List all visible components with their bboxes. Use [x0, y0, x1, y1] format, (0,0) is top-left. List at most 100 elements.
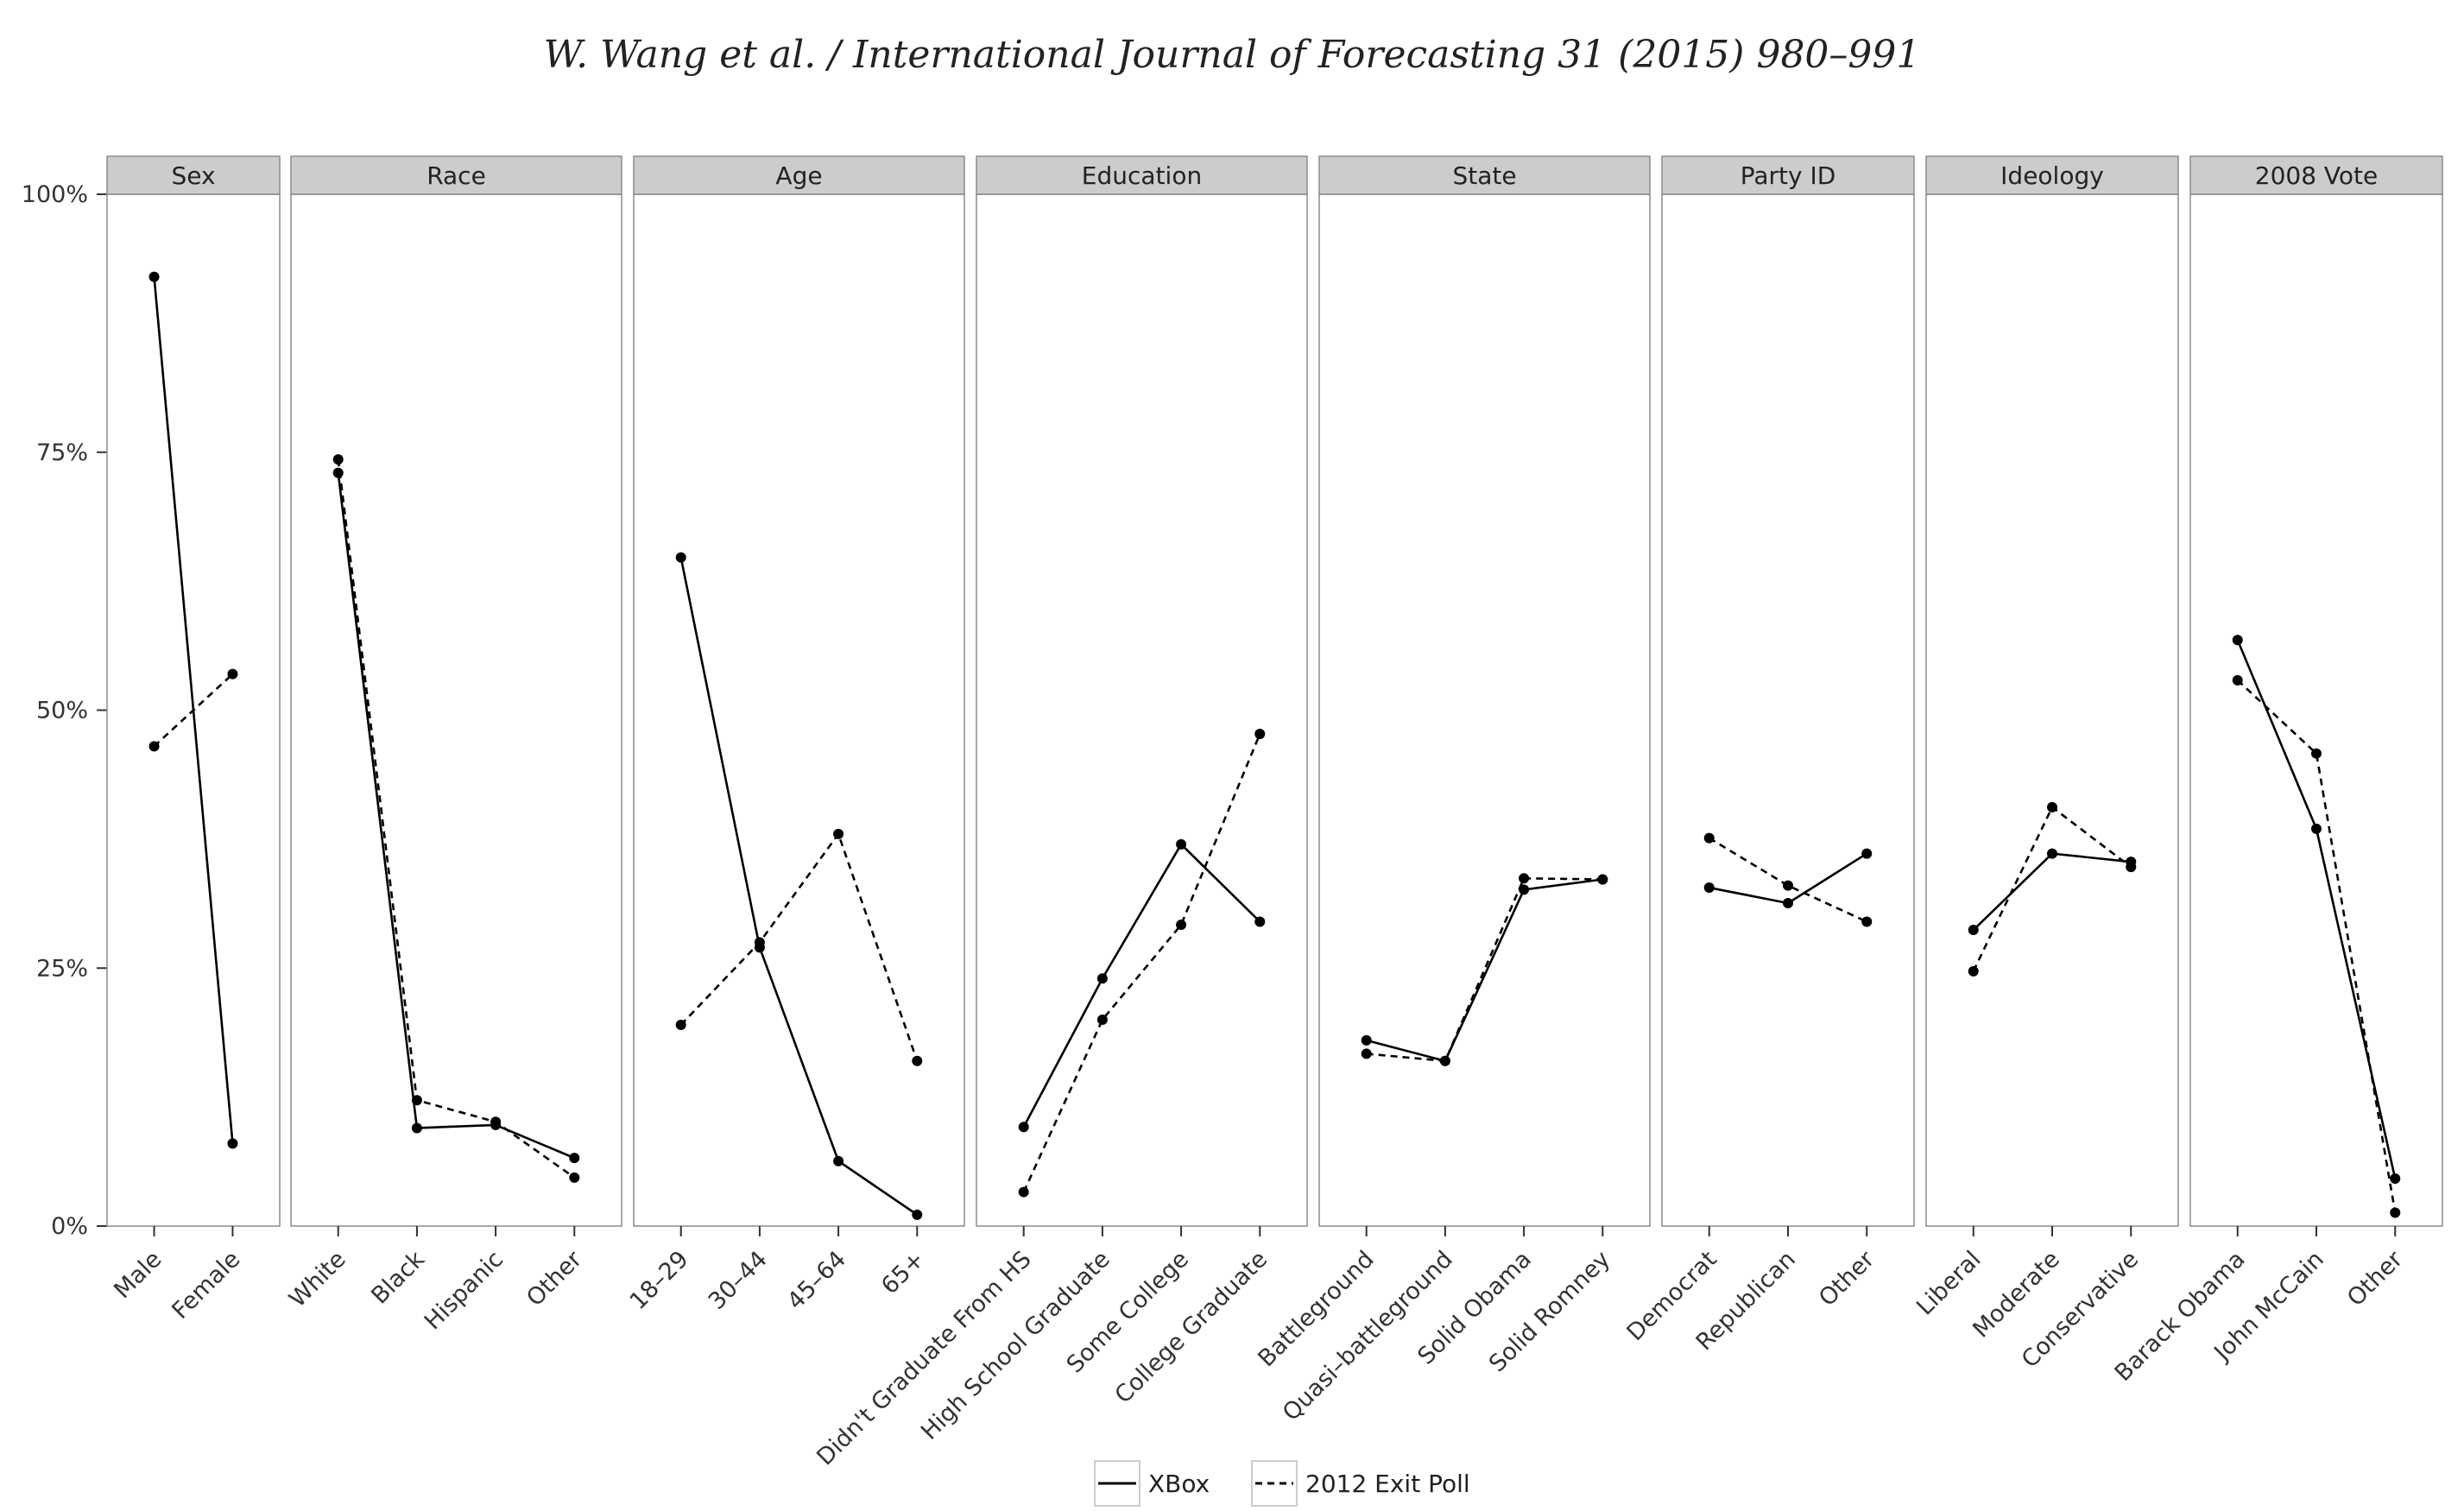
data-point-exit-poll: [1361, 1048, 1372, 1059]
panel-age: Age 18–29 30–44 45–64 65+: [625, 155, 965, 1315]
page-header: W. Wang et al. / International Journal o…: [543, 33, 1921, 77]
series-line-xbox: [153, 276, 234, 1144]
data-point-xbox: [569, 1153, 580, 1164]
series-line-exit-poll: [679, 831, 919, 1062]
x-tick-label: Other: [1814, 1245, 1880, 1312]
data-point-xbox: [1703, 882, 1715, 894]
data-point-exit-poll: [332, 454, 344, 465]
panel-strip: [1318, 155, 1651, 195]
panel-state: StateBattlegroundQuasi–battlegroundSolid…: [1253, 155, 1651, 1426]
x-tick-label: 30–44: [704, 1246, 773, 1315]
y-axis: 0% 25% 50% 75% 100%: [22, 181, 107, 1240]
data-point-xbox: [490, 1119, 502, 1130]
panel-strip-label: 2008 Vote: [2255, 161, 2378, 190]
data-point-exit-poll: [1018, 1186, 1029, 1198]
x-tick-label: Other: [521, 1245, 588, 1312]
x-tick-label: Other: [2342, 1245, 2409, 1312]
data-point-xbox: [2047, 848, 2057, 859]
data-point-xbox: [1519, 884, 1530, 895]
panel-strip-label: Education: [1082, 161, 1202, 190]
panel-border: [106, 193, 281, 1227]
series-line-exit-poll: [337, 458, 576, 1179]
panel-strip: [1661, 155, 1915, 195]
data-point-xbox: [2232, 635, 2243, 646]
y-tick-label: 0%: [51, 1213, 88, 1240]
data-point-xbox: [1096, 973, 1108, 984]
data-point-xbox: [2126, 857, 2137, 868]
series-line-xbox: [1972, 852, 2132, 931]
panel-strip: [633, 155, 965, 195]
panel-strip: [106, 155, 281, 195]
data-point-exit-poll: [1254, 728, 1266, 739]
x-tick-label: 45–64: [782, 1246, 851, 1315]
y-tick-label: 25%: [36, 955, 88, 982]
data-point-xbox: [833, 1155, 844, 1166]
data-point-exit-poll: [2311, 748, 2322, 759]
series-line-xbox: [337, 472, 575, 1160]
panel-strip-label: Party ID: [1741, 161, 1836, 190]
panel-strip-label: Age: [775, 161, 822, 190]
data-point-exit-poll: [1519, 873, 1530, 884]
data-point-xbox: [332, 467, 344, 478]
data-point-exit-poll: [912, 1055, 923, 1066]
data-point-xbox: [1439, 1055, 1450, 1066]
data-point-exit-poll: [2232, 674, 2243, 686]
x-tick-label: Female: [167, 1246, 245, 1324]
series-line-xbox: [1366, 878, 1603, 1063]
panel-border: [1661, 193, 1915, 1227]
data-point-xbox: [1176, 838, 1187, 850]
data-point-exit-poll: [148, 741, 160, 752]
data-point-xbox: [411, 1122, 422, 1134]
x-tick-label: Black: [366, 1246, 430, 1310]
x-tick-label: Male: [109, 1246, 167, 1304]
panel-strip: [1925, 155, 2179, 195]
data-point-exit-poll: [569, 1172, 580, 1183]
data-point-xbox: [1783, 897, 1793, 908]
data-point-exit-poll: [2047, 801, 2057, 812]
series-line-xbox: [1709, 852, 1867, 905]
series-line-xbox: [2236, 639, 2397, 1179]
series-line-exit-poll: [1366, 876, 1603, 1063]
data-point-exit-poll: [2390, 1207, 2401, 1218]
x-tick-label: Liberal: [1911, 1246, 1987, 1321]
x-tick-label: 65+: [876, 1246, 930, 1299]
x-tick-label: White: [284, 1246, 351, 1312]
data-point-xbox: [1018, 1122, 1029, 1133]
data-point-exit-poll: [1176, 920, 1187, 931]
panel-strip-label: Race: [426, 161, 486, 190]
data-point-xbox: [1597, 874, 1608, 885]
data-point-xbox: [1254, 916, 1266, 927]
data-point-exit-poll: [1968, 965, 1979, 977]
legend-label-exit-poll: 2012 Exit Poll: [1305, 1470, 1470, 1498]
data-point-xbox: [227, 1138, 238, 1149]
series-line-exit-poll: [2236, 679, 2397, 1213]
panel-strip-label: Ideology: [2000, 161, 2104, 190]
panel-strip: [976, 155, 1308, 195]
y-tick-label: 100%: [22, 181, 88, 208]
data-point-xbox: [754, 942, 765, 953]
data-point-xbox: [148, 271, 160, 282]
data-point-xbox: [2390, 1173, 2401, 1185]
panel-border: [1925, 193, 2179, 1227]
data-point-xbox: [675, 552, 686, 563]
y-tick-label: 50%: [36, 698, 88, 724]
panel-strip-label: Sex: [171, 161, 215, 190]
x-tick-label: College Graduate: [1110, 1246, 1273, 1409]
panel-border: [1318, 193, 1651, 1227]
data-point-exit-poll: [1861, 916, 1873, 927]
series-line-xbox: [679, 557, 919, 1216]
panel-border: [976, 193, 1308, 1227]
data-point-exit-poll: [675, 1019, 686, 1030]
series-line-exit-poll: [1022, 733, 1261, 1193]
panel-border: [2189, 193, 2443, 1227]
series-line-exit-poll: [1709, 837, 1867, 923]
panel-border: [290, 193, 622, 1227]
series-line-xbox: [1022, 842, 1261, 1128]
data-point-xbox: [2311, 823, 2322, 834]
data-point-xbox: [912, 1209, 923, 1220]
data-point-exit-poll: [1783, 880, 1793, 891]
